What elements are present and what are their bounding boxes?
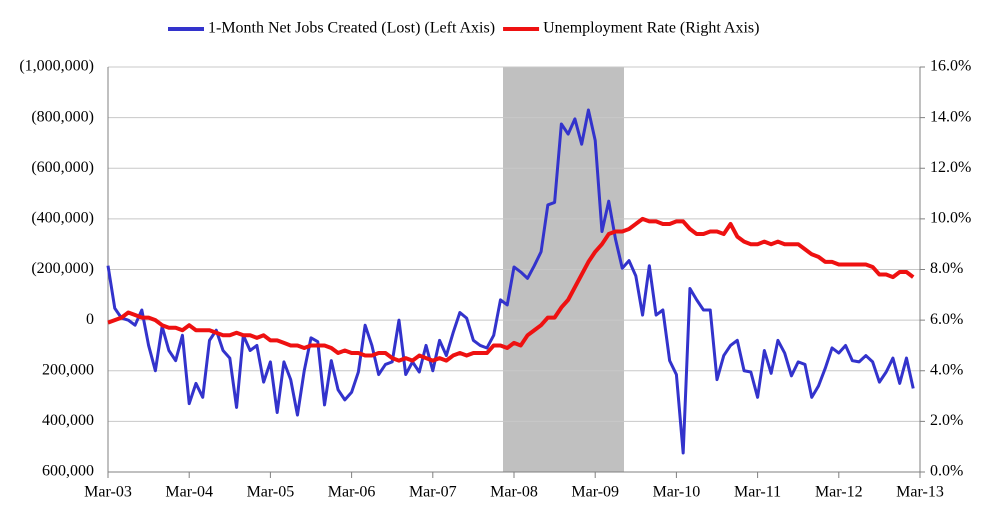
x-tick-label: Mar-04	[165, 484, 213, 501]
y-tick-label: (600,000)	[31, 159, 94, 176]
series-line	[106, 108, 915, 455]
series-line	[107, 216, 915, 363]
x-tick-label: Mar-08	[490, 484, 538, 501]
x-tick-label: Mar-10	[653, 484, 701, 501]
y2-tick-label: 4.0%	[930, 361, 963, 378]
x-tick-label: Mar-13	[896, 484, 944, 501]
y-tick-label: (400,000)	[31, 210, 94, 227]
legend-label: 1-Month Net Jobs Created (Lost) (Left Ax…	[208, 20, 495, 37]
y-tick-label: (1,000,000)	[19, 58, 94, 75]
x-tick-label: Mar-06	[328, 484, 376, 501]
y2-tick-label: 2.0%	[930, 412, 963, 429]
y2-tick-label: 12.0%	[930, 159, 971, 176]
y2-tick-label: 8.0%	[930, 260, 963, 277]
y2-tick-label: 6.0%	[930, 311, 963, 328]
y-tick-label: 200,000	[42, 361, 94, 378]
y-tick-label: 600,000	[42, 463, 94, 480]
x-tick-label: Mar-05	[247, 484, 295, 501]
y-tick-label: 0	[86, 311, 94, 328]
y2-tick-label: 0.0%	[930, 463, 963, 480]
x-tick-label: Mar-12	[815, 484, 863, 501]
y2-tick-label: 10.0%	[930, 210, 971, 227]
y2-tick-label: 14.0%	[930, 108, 971, 125]
y-tick-label: (800,000)	[31, 108, 94, 125]
x-tick-label: Mar-03	[84, 484, 132, 501]
x-tick-label: Mar-09	[571, 484, 619, 501]
legend: 1-Month Net Jobs Created (Lost) (Left Ax…	[168, 20, 759, 37]
x-tick-label: Mar-07	[409, 484, 457, 501]
y2-tick-label: 16.0%	[930, 58, 971, 75]
y-tick-label: 400,000	[42, 412, 94, 429]
y-tick-label: (200,000)	[31, 260, 94, 277]
legend-label: Unemployment Rate (Right Axis)	[543, 20, 759, 37]
x-tick-label: Mar-11	[734, 484, 781, 501]
